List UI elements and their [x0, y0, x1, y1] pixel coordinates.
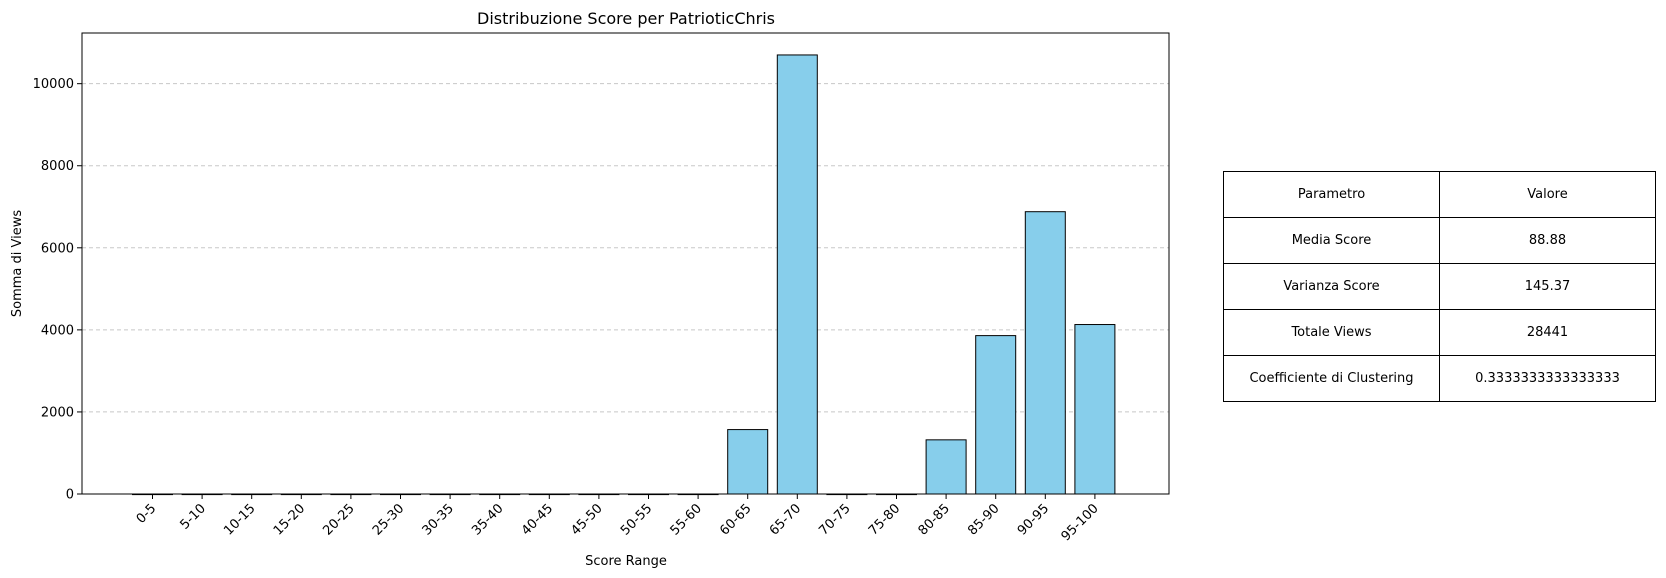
y-tick-label: 0 — [66, 488, 74, 503]
x-tick-label: 55-60 — [668, 501, 705, 538]
y-tick-label: 8000 — [41, 159, 74, 174]
bar — [1024, 211, 1066, 495]
y-axis-label: Somma di Views — [10, 210, 25, 317]
stats-table-body: Parametro Valore Media Score 88.88 Varianza … — [1223, 171, 1656, 402]
x-tick-label: 0-5 — [134, 501, 160, 527]
y-tick-label: 10000 — [33, 77, 74, 92]
plot-frame — [81, 32, 1170, 495]
x-tick-label: 90-95 — [1015, 501, 1052, 538]
chart-title: Distribuzione Score per PatrioticChris — [477, 9, 775, 28]
table-cell-valore: 145.37 — [1439, 263, 1656, 310]
table-header-row: Parametro Valore — [1223, 171, 1656, 218]
bars — [132, 54, 1116, 496]
x-axis-ticks: 0-5 5-10 10-15 15-20 20-25 25-30 30-35 35-40 40-… — [134, 494, 1102, 544]
bar-chart: Distribuzione Score per PatrioticChris 0… — [10, 9, 1170, 569]
table-cell-valore: 28441 — [1439, 309, 1656, 356]
x-tick-label: 30-35 — [420, 501, 457, 538]
x-tick-label: 35-40 — [469, 501, 506, 538]
x-tick-label: 70-75 — [816, 501, 853, 538]
table-row: Coefficiente di Clustering 0.333333333333… — [1223, 355, 1656, 402]
x-tick-label: 75-80 — [866, 501, 903, 538]
table-row: Totale Views 28441 — [1223, 309, 1656, 356]
table-cell-parametro: Coefficiente di Clustering — [1223, 355, 1440, 402]
table-cell-valore: Valore — [1439, 171, 1656, 218]
x-tick-label: 80-85 — [916, 501, 953, 538]
x-tick-label: 95-100 — [1059, 501, 1102, 544]
table-cell-parametro: Varianza Score — [1223, 263, 1440, 310]
x-tick-label: 10-15 — [221, 501, 258, 538]
x-tick-label: 65-70 — [767, 501, 804, 538]
table-row: Varianza Score 145.37 — [1223, 263, 1656, 310]
x-tick-label: 45-50 — [568, 501, 605, 538]
y-tick-label: 2000 — [41, 405, 74, 420]
table-cell-parametro: Media Score — [1223, 217, 1440, 264]
table-cell-parametro: Totale Views — [1223, 309, 1440, 356]
table-cell-valore: 0.3333333333333333 — [1439, 355, 1656, 402]
x-tick-label: 85-90 — [965, 501, 1002, 538]
table-cell-parametro: Parametro — [1223, 171, 1440, 218]
table-cell-valore: 88.88 — [1439, 217, 1656, 264]
x-axis-label: Score Range — [585, 554, 667, 569]
bar — [776, 54, 818, 495]
y-axis-ticks: 0 2000 4000 6000 8000 10000 — [33, 77, 82, 503]
table-row: Media Score 88.88 — [1223, 217, 1656, 264]
y-tick-label: 6000 — [41, 241, 74, 256]
x-tick-label: 25-30 — [370, 501, 407, 538]
bar — [975, 335, 1017, 495]
x-tick-label: 40-45 — [519, 501, 556, 538]
stats-table: Parametro Valore Media Score 88.88 Varianza … — [1223, 171, 1656, 402]
x-tick-label: 60-65 — [717, 501, 754, 538]
x-tick-label: 20-25 — [320, 501, 357, 538]
x-tick-label: 15-20 — [271, 501, 308, 538]
x-tick-label: 5-10 — [177, 501, 208, 532]
x-tick-label: 50-55 — [618, 501, 655, 538]
bar — [727, 429, 769, 495]
y-tick-label: 4000 — [41, 323, 74, 338]
bar — [925, 439, 967, 495]
bar — [1074, 324, 1116, 495]
